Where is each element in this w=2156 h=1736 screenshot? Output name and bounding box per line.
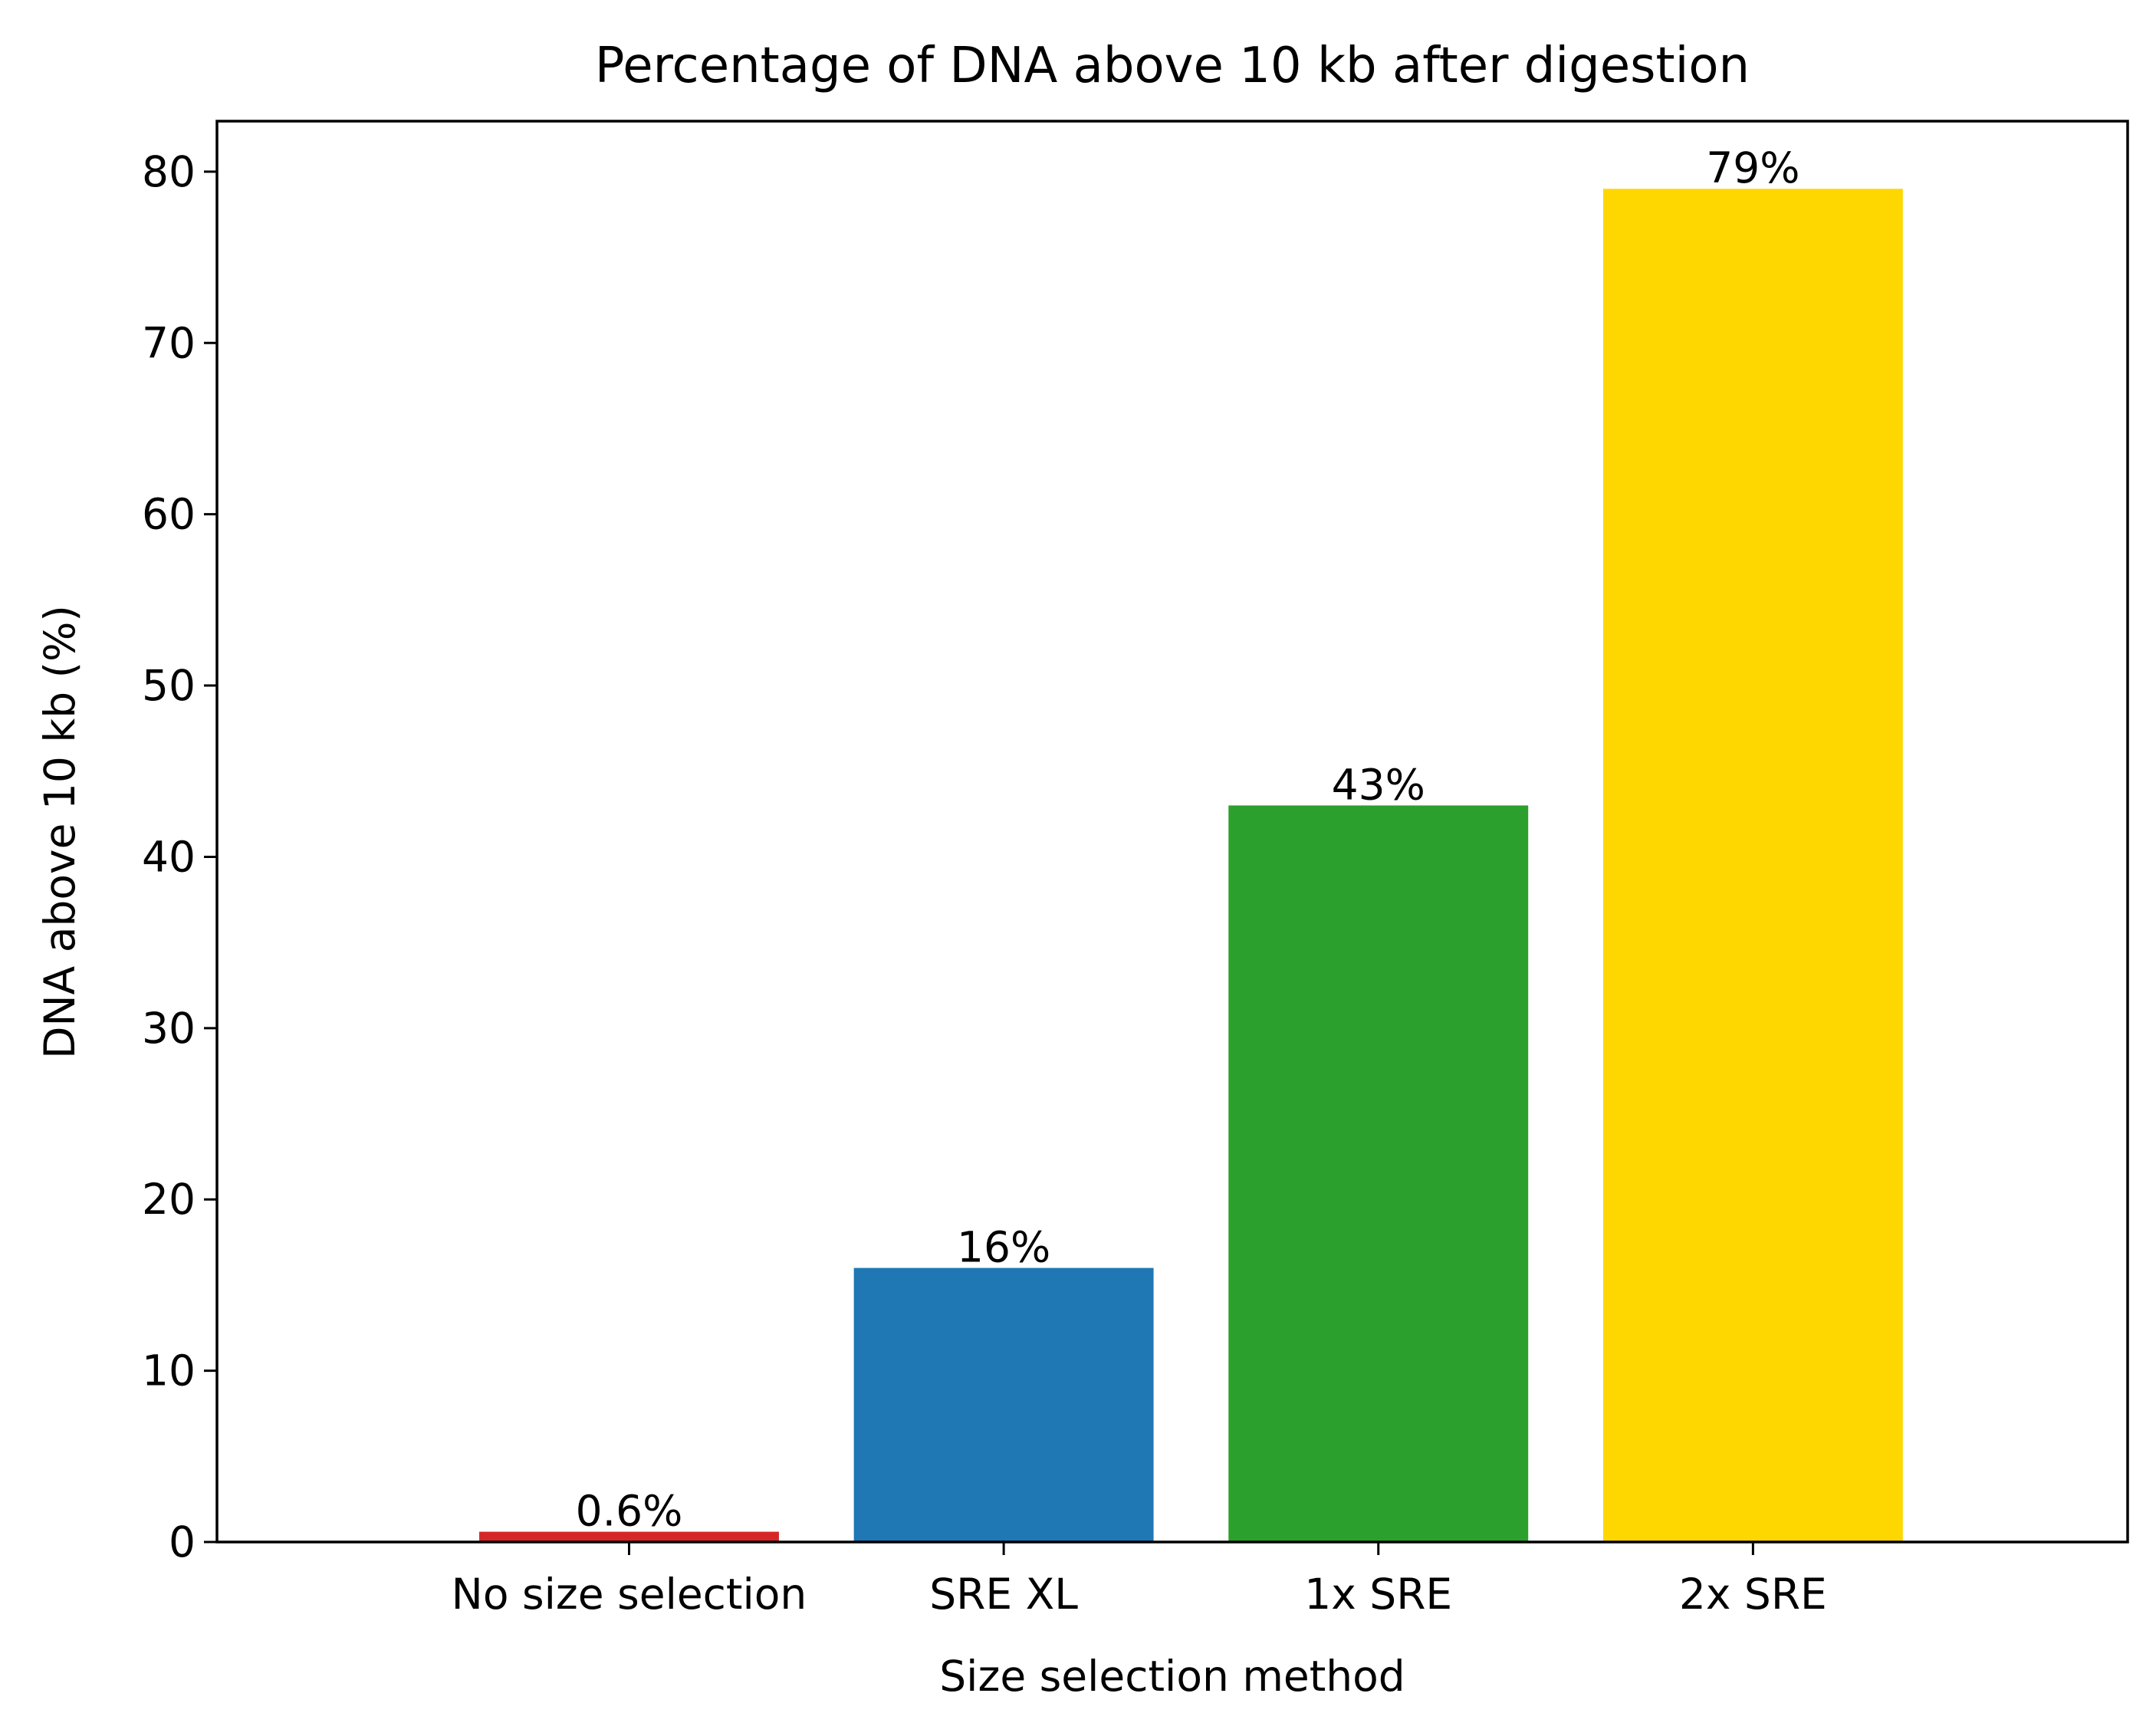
data-label-0: 0.6% — [576, 1487, 683, 1536]
bar-0 — [479, 1531, 779, 1542]
x-tick-label-0: No size selection — [452, 1570, 807, 1619]
y-tick-label-3: 30 — [142, 1004, 196, 1053]
y-tick-label-1: 10 — [142, 1346, 196, 1396]
data-label-1: 16% — [957, 1223, 1050, 1272]
x-tick-label-2: 1x SRE — [1304, 1570, 1452, 1619]
y-tick-label-4: 40 — [142, 832, 196, 881]
x-tick-label-1: SRE XL — [929, 1570, 1078, 1619]
data-labels-layer: 0.6% 16% 43% 79% — [576, 143, 1800, 1535]
y-tick-label-6: 60 — [142, 490, 196, 539]
x-axis: No size selection SRE XL 1x SRE 2x SRE — [452, 1542, 1827, 1619]
y-tick-label-0: 0 — [169, 1517, 196, 1567]
data-label-2: 43% — [1332, 760, 1425, 809]
chart-title: Percentage of DNA above 10 kb after dige… — [595, 38, 1750, 94]
plot-frame — [215, 120, 2129, 1544]
bar-2 — [1228, 805, 1529, 1542]
x-tick-label-3: 2x SRE — [1679, 1570, 1827, 1619]
data-label-3: 79% — [1706, 143, 1799, 192]
y-tick-label-2: 20 — [142, 1175, 196, 1224]
x-axis-label: Size selection method — [939, 1652, 1405, 1701]
y-tick-label-5: 50 — [142, 661, 196, 710]
y-axis-label: DNA above 10 kb (%) — [35, 605, 84, 1059]
y-axis: 0 10 20 30 40 50 60 70 80 — [142, 147, 217, 1567]
y-tick-label-7: 70 — [142, 318, 196, 367]
y-tick-label-8: 80 — [142, 147, 196, 196]
bar-1 — [853, 1267, 1154, 1542]
bar-3 — [1602, 189, 1903, 1543]
bars-layer — [479, 189, 1903, 1543]
